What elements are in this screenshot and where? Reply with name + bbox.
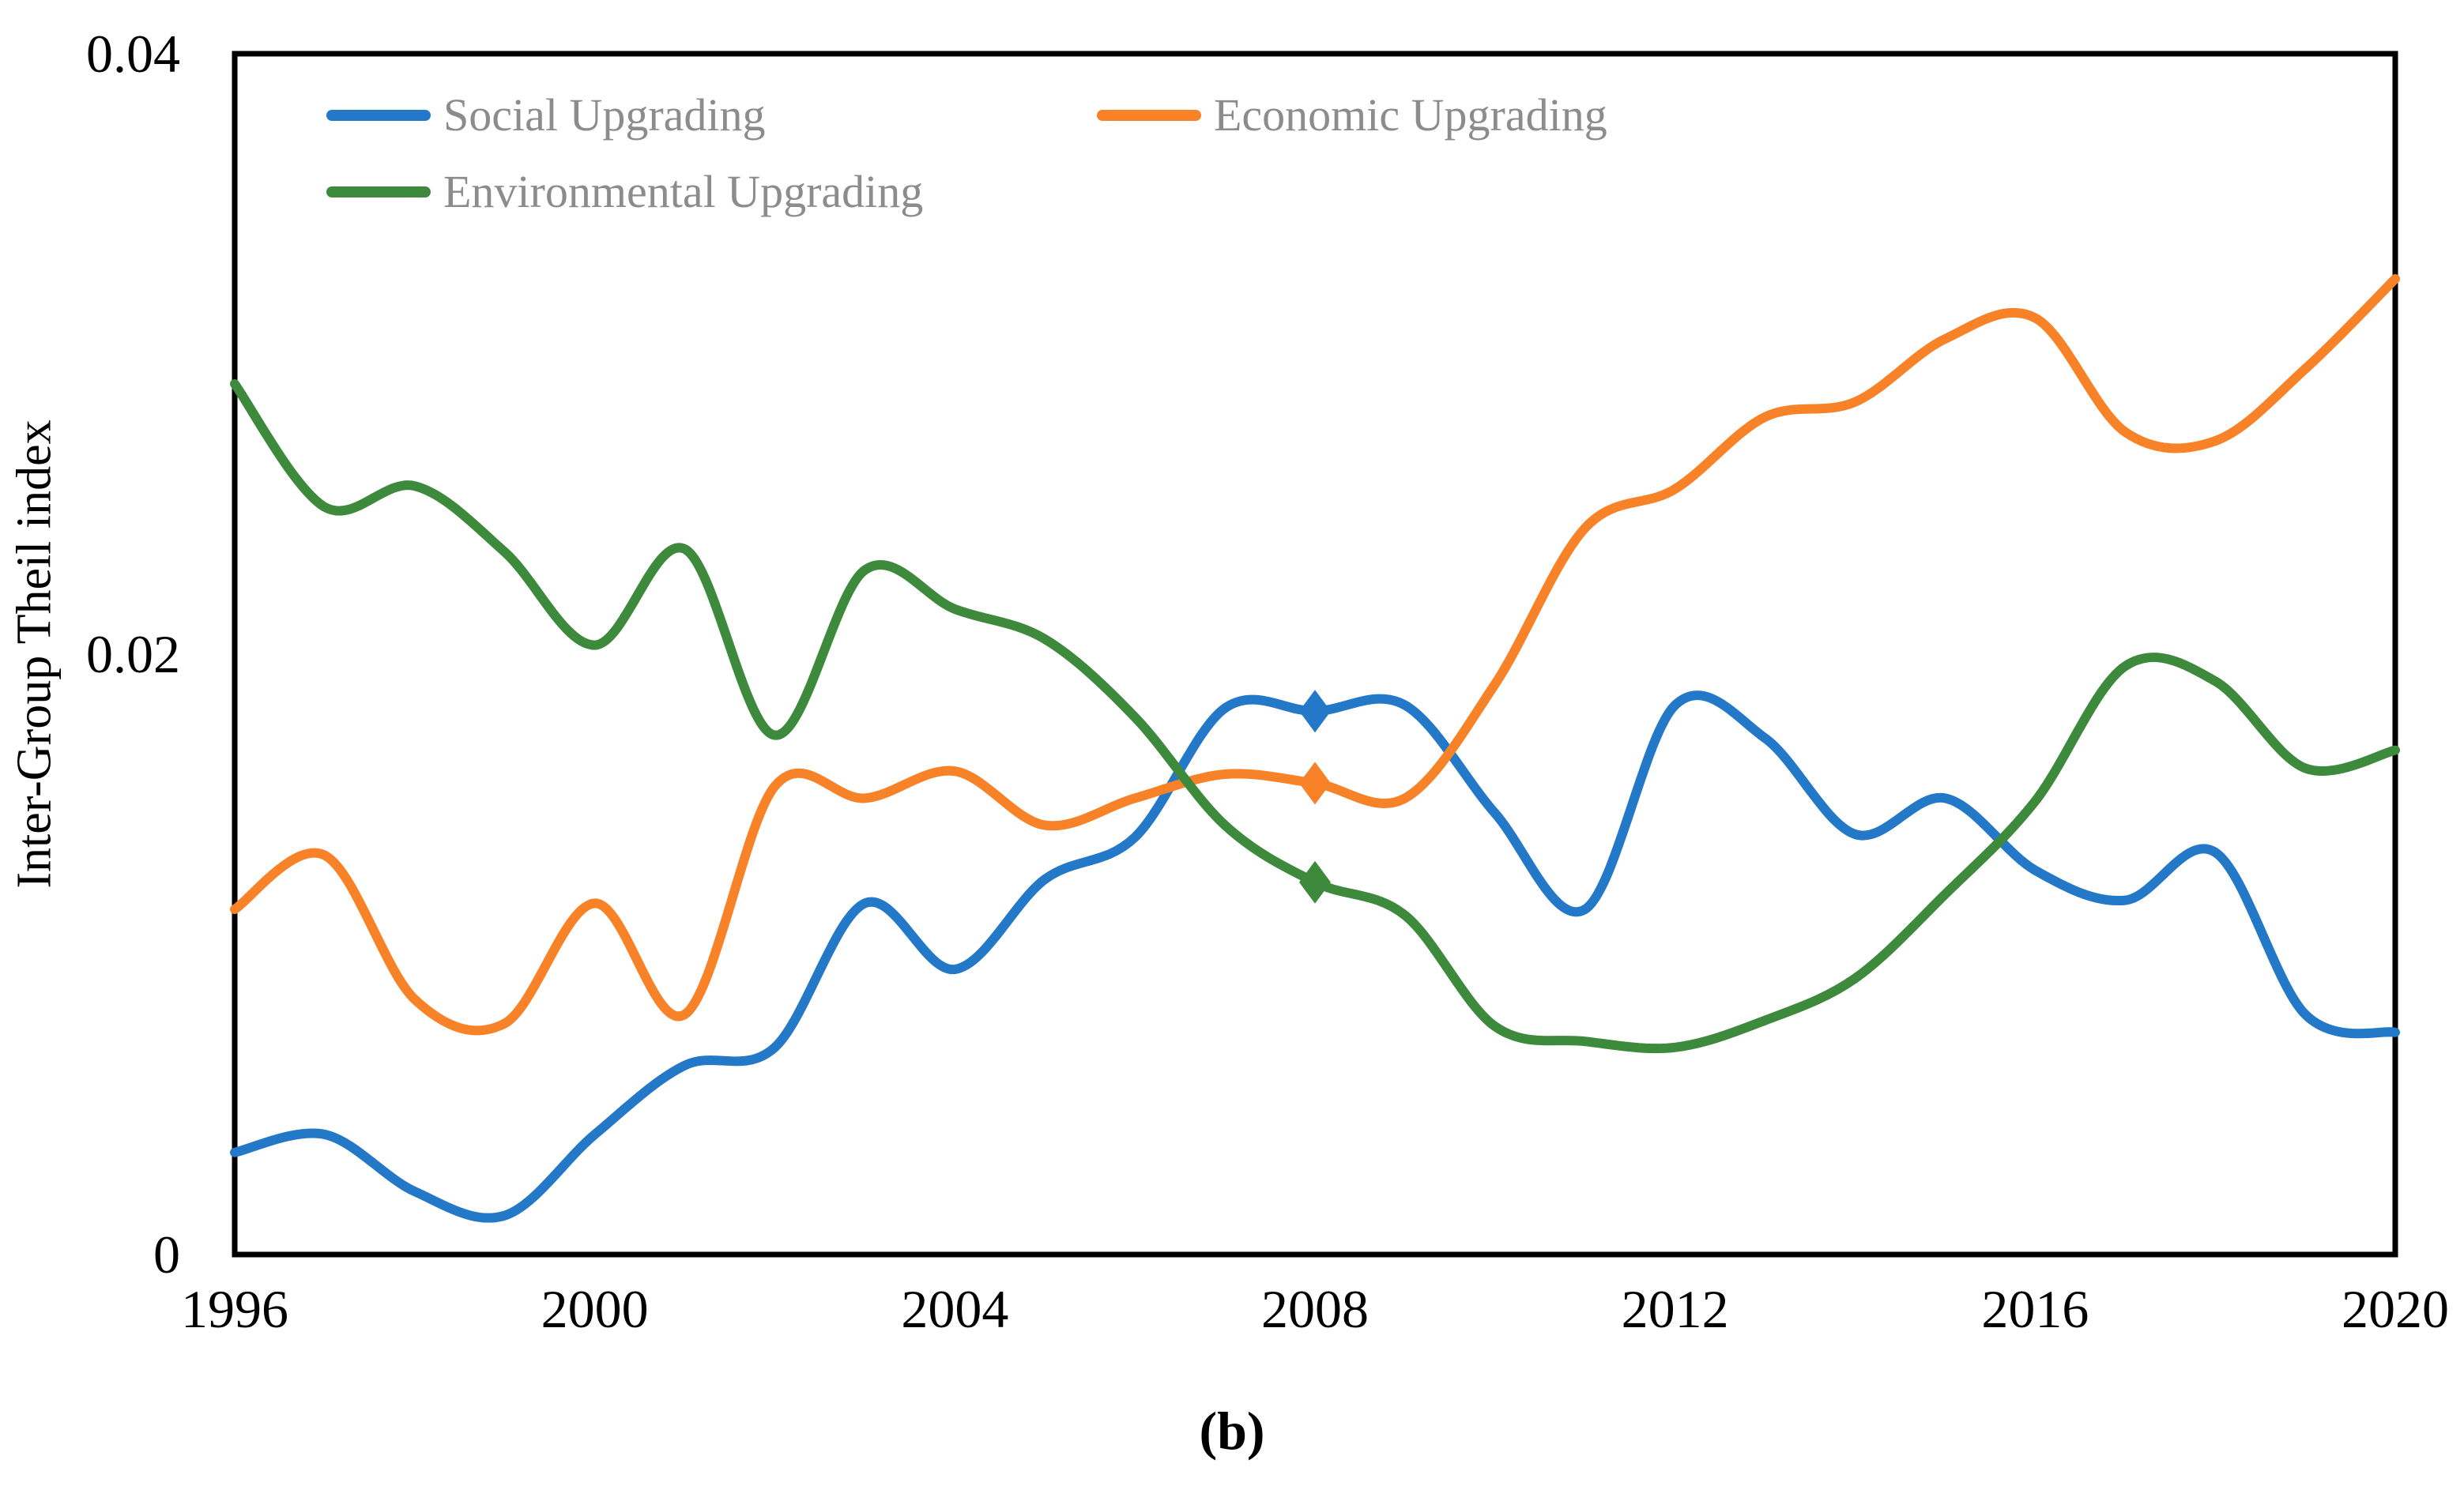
series-line-economic-upgrading: [230, 274, 2400, 1036]
x-tick-label-1996: 1996: [181, 1279, 288, 1339]
legend-item-environmental-upgrading: Environmental Upgrading: [326, 165, 923, 218]
x-tick-label-2020: 2020: [2342, 1279, 2449, 1339]
series-line-environmental-upgrading: [230, 379, 2400, 1054]
x-tick-label-2004: 2004: [901, 1279, 1009, 1339]
plot-frame: [232, 51, 2398, 1258]
marker-2008-economic-upgrading: [1299, 762, 1331, 805]
legend-item-economic-upgrading: Economic Upgrading: [1097, 88, 1607, 141]
legend-label-economic-upgrading: Economic Upgrading: [1214, 89, 1607, 141]
x-tick-label-2008: 2008: [1261, 1279, 1369, 1339]
subfigure-caption: (b): [1199, 1401, 1265, 1461]
legend-label-social-upgrading: Social Upgrading: [443, 89, 766, 141]
x-tick-label-2000: 2000: [541, 1279, 649, 1339]
legend-swatch-economic-upgrading: [1097, 109, 1201, 121]
legend-swatch-social-upgrading: [326, 109, 431, 121]
y-tick-label-0: 0: [153, 1225, 180, 1285]
legend-swatch-environmental-upgrading: [326, 186, 431, 198]
x-tick-label-2012: 2012: [1621, 1279, 1729, 1339]
legend-label-environmental-upgrading: Environmental Upgrading: [443, 166, 924, 217]
legend-item-social-upgrading: Social Upgrading: [326, 88, 766, 141]
y-tick-label-0.04: 0.04: [86, 24, 180, 84]
marker-2008-social-upgrading: [1299, 690, 1331, 733]
y-tick-label-0.02: 0.02: [86, 624, 180, 684]
x-tick-label-2016: 2016: [1981, 1279, 2089, 1339]
series-line-social-upgrading: [230, 690, 2400, 1223]
marker-2008-environmental-upgrading: [1299, 860, 1331, 904]
